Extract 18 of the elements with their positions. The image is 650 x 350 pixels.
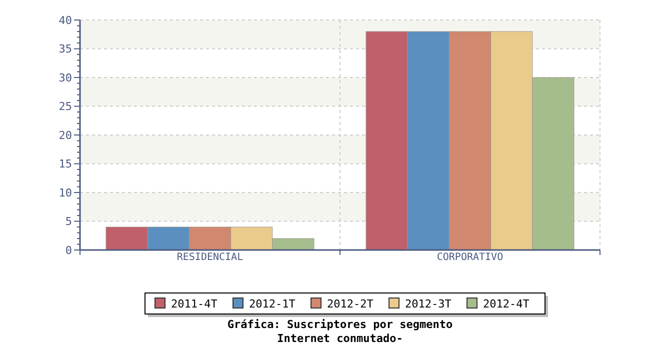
y-tick-label: 25	[58, 100, 72, 114]
text: Gráfica: Suscriptores por segmento	[227, 318, 453, 331]
x-tick-label: CORPORATIVO	[436, 252, 504, 263]
y-tick-label: 15	[58, 158, 72, 171]
legend-label: 2012-3T	[405, 297, 452, 310]
y-tick-label: 0	[65, 244, 72, 257]
y-tick-label: 5	[65, 215, 72, 228]
x-tick-label: RESIDENCIAL	[176, 252, 244, 263]
y-tick-label: 20	[58, 128, 72, 142]
legend-label: 2011-4T	[171, 297, 218, 310]
text: Internet conmutado-	[277, 332, 403, 345]
legend-label: 2012-4T	[483, 297, 530, 310]
y-tick-label: 35	[58, 42, 72, 56]
y-tick-label: 10	[58, 186, 72, 200]
legend-label: 2012-2T	[327, 297, 374, 310]
y-tick-label: 40	[58, 14, 72, 27]
legend-label: 2012-1T	[249, 297, 296, 310]
y-tick-label: 30	[58, 71, 72, 84]
